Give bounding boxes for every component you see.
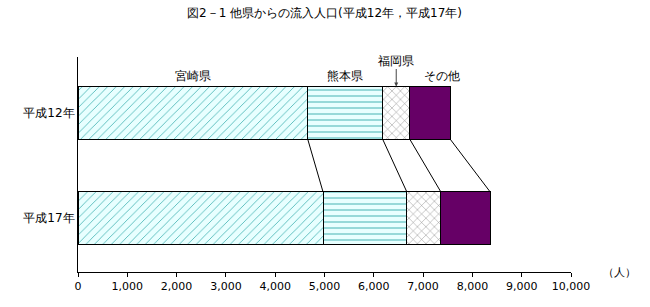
svg-text:平成17年: 平成17年 — [23, 211, 74, 225]
svg-text:図2－1 他県からの流入人口(平成12年，平成17年): 図2－1 他県からの流入人口(平成12年，平成17年) — [187, 6, 462, 20]
svg-text:3,000: 3,000 — [210, 280, 242, 293]
svg-text:（人）: （人） — [603, 266, 636, 279]
svg-text:8,000: 8,000 — [457, 280, 489, 293]
svg-text:0: 0 — [75, 280, 82, 293]
svg-text:10,000: 10,000 — [552, 280, 591, 293]
svg-text:宮崎県: 宮崎県 — [175, 69, 211, 83]
svg-text:1,000: 1,000 — [112, 280, 144, 293]
svg-text:7,000: 7,000 — [407, 280, 439, 293]
svg-text:6,000: 6,000 — [358, 280, 390, 293]
svg-text:5,000: 5,000 — [309, 280, 341, 293]
svg-text:2,000: 2,000 — [161, 280, 193, 293]
svg-text:熊本県: 熊本県 — [327, 69, 363, 83]
svg-text:4,000: 4,000 — [259, 280, 291, 293]
svg-text:その他: その他 — [424, 69, 460, 83]
svg-text:9,000: 9,000 — [506, 280, 538, 293]
svg-text:福岡県: 福岡県 — [378, 54, 414, 68]
svg-text:平成12年: 平成12年 — [23, 106, 74, 120]
